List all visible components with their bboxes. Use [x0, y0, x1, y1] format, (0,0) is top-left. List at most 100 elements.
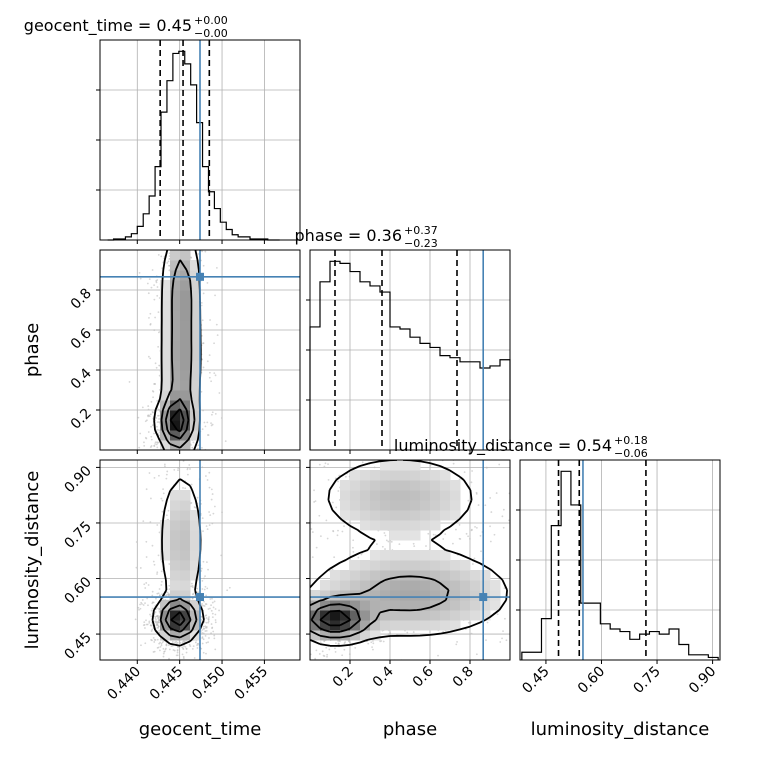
density-cell [340, 510, 351, 521]
sample-point [272, 537, 274, 539]
sample-point [305, 601, 307, 603]
sample-point [251, 564, 253, 566]
sample-point [231, 605, 233, 607]
sample-point [548, 571, 550, 573]
sample-point [149, 613, 151, 616]
density-cell [180, 580, 191, 591]
axes-frame [99, 39, 301, 241]
sample-point [304, 585, 306, 587]
density-cell [400, 470, 411, 481]
sample-point [152, 396, 154, 399]
sample-point [159, 453, 161, 455]
sample-point [153, 445, 155, 447]
sample-point [156, 294, 159, 297]
sample-point [181, 464, 183, 466]
x-tick-label: 0.75 [631, 664, 664, 697]
sample-point [138, 608, 140, 611]
sample-point [154, 617, 157, 620]
density-cell [160, 530, 171, 541]
sample-point [149, 322, 152, 325]
sample-point [463, 471, 466, 474]
density-cell [400, 570, 411, 581]
sample-point [139, 432, 142, 435]
sample-point [333, 556, 336, 559]
density-cell [180, 600, 191, 611]
density-cell [400, 580, 411, 591]
sample-point [341, 654, 344, 657]
sample-point [191, 597, 194, 600]
density-cell [470, 590, 481, 601]
sample-point [174, 641, 177, 644]
density-cell [480, 600, 491, 611]
density-cell [380, 610, 391, 621]
density-cell [190, 510, 201, 521]
sample-point [192, 469, 194, 471]
sample-point [151, 590, 154, 593]
truth-marker [196, 593, 204, 602]
density-cell [320, 580, 331, 591]
density-cell [420, 580, 431, 591]
sample-point [164, 465, 166, 468]
axes-frame [519, 459, 721, 661]
sample-point [306, 618, 308, 620]
sample-point [162, 195, 164, 197]
sample-point [434, 534, 437, 537]
density-cell [420, 520, 431, 531]
sample-point [210, 196, 212, 198]
sample-point [195, 455, 197, 457]
density-cell [360, 590, 371, 601]
sample-point [206, 226, 208, 228]
sample-point [207, 568, 209, 571]
sample-point [182, 657, 185, 659]
sample-point [305, 611, 307, 613]
sample-point [200, 304, 203, 307]
density-cell [170, 560, 181, 571]
sample-point [168, 661, 170, 663]
sample-point [206, 561, 208, 564]
density-cell [430, 570, 441, 581]
sample-point [522, 570, 524, 572]
sample-point [539, 644, 541, 646]
sample-point [150, 438, 153, 441]
sample-point [323, 640, 326, 643]
sample-point [465, 532, 468, 535]
sample-point [314, 657, 317, 660]
sample-point [355, 712, 357, 714]
sample-point [199, 245, 201, 247]
sample-point [274, 579, 276, 581]
sample-point [188, 643, 191, 646]
sample-point [201, 628, 204, 631]
density-cell [490, 590, 501, 601]
sample-point [268, 587, 270, 589]
sample-point [157, 646, 160, 649]
contour-level-0 [310, 460, 508, 647]
density-cell [460, 560, 471, 571]
density-cell [460, 580, 471, 591]
sample-point [252, 514, 254, 516]
sample-point [203, 229, 205, 231]
sample-point [190, 237, 192, 239]
density-cell [160, 440, 171, 450]
sample-point [151, 561, 153, 563]
sample-point [162, 243, 164, 245]
density-cell [460, 570, 471, 581]
x-tick-label: 0.45 [519, 664, 552, 697]
sample-point [151, 594, 154, 597]
sample-point [297, 584, 299, 586]
sample-point [480, 550, 482, 553]
sample-point [307, 646, 309, 648]
sample-point [182, 655, 185, 658]
sample-point [201, 204, 203, 206]
sample-point [470, 528, 473, 531]
sample-point [159, 594, 161, 597]
density-cell [470, 600, 481, 611]
sample-point [148, 472, 151, 474]
sample-point [335, 642, 337, 645]
density-cell [430, 470, 441, 481]
sample-point [153, 451, 155, 453]
density-cell [190, 290, 201, 301]
sample-point [162, 488, 164, 491]
sample-point [160, 255, 163, 258]
y-tick-label: 0.60 [61, 574, 94, 607]
sample-point [196, 647, 199, 649]
